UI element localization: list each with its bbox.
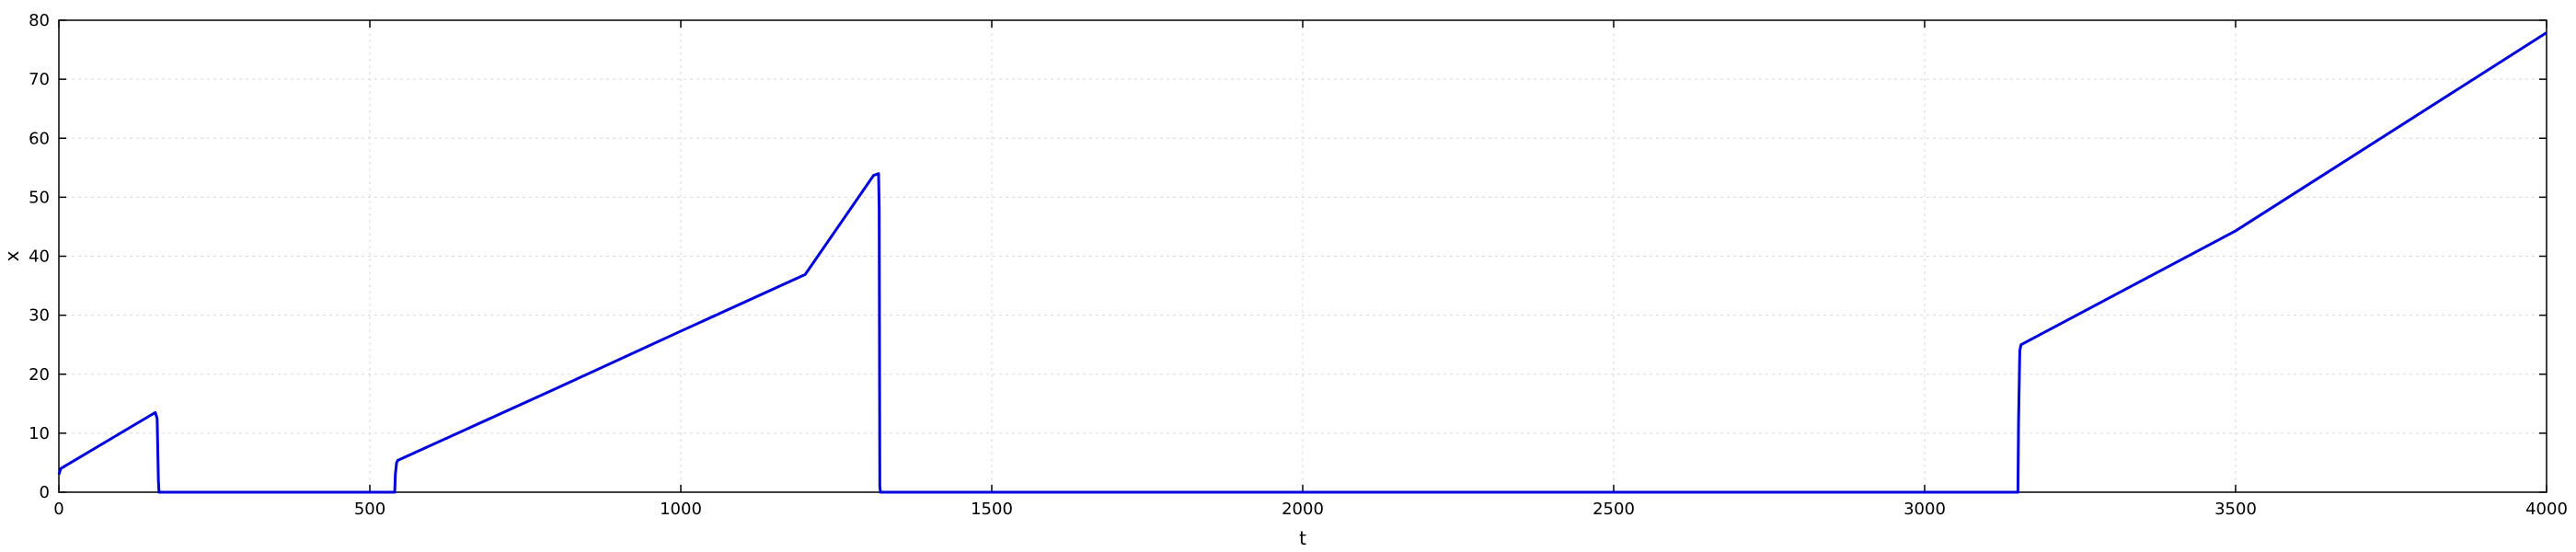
y-tick-label: 20 (29, 365, 50, 385)
y-tick-label: 80 (29, 11, 50, 30)
x-tick-label: 0 (53, 500, 63, 519)
grid-lines (59, 20, 2547, 492)
series-line (57, 31, 2547, 494)
axis-ticks: 0 500 1000 1500 2000 2500 3000 3500 4000 0 10 20 30 4… (29, 11, 2568, 519)
y-tick-label: 50 (29, 188, 50, 207)
y-tick-label: 30 (29, 306, 50, 326)
series-group (57, 31, 2547, 494)
y-axis-label: x (1, 250, 23, 261)
x-tick-label: 3000 (1903, 500, 1946, 519)
y-tick-label: 70 (29, 70, 50, 89)
y-tick-label: 10 (29, 424, 50, 443)
x-tick-label: 2500 (1593, 500, 1635, 519)
x-tick-label: 3500 (2214, 500, 2257, 519)
x-tick-label: 4000 (2525, 500, 2568, 519)
x-tick-label: 1000 (660, 500, 702, 519)
x-tick-label: 1500 (971, 500, 1013, 519)
x-tick-label: 500 (354, 500, 385, 519)
y-tick-label: 0 (40, 483, 50, 502)
y-tick-label: 60 (29, 129, 50, 148)
y-tick-label: 40 (29, 247, 50, 267)
x-tick-label: 2000 (1282, 500, 1324, 519)
x-axis-label: t (1299, 527, 1306, 549)
